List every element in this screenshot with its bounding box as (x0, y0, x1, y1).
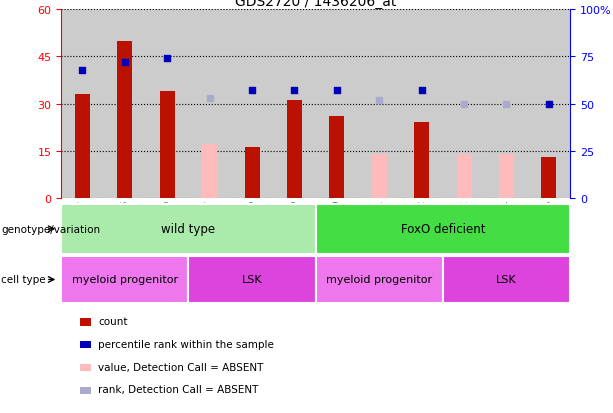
Bar (358, 10, 400, 198)
Bar (443, 256, 570, 304)
Bar (372, 154, 387, 198)
Bar (160, 92, 175, 198)
Bar (499, 154, 514, 198)
Bar (457, 154, 471, 198)
Text: myeloid progenitor: myeloid progenitor (72, 275, 178, 285)
Point (205, 95, 215, 102)
Bar (316, 204, 570, 254)
Text: percentile rank within the sample: percentile rank within the sample (98, 339, 274, 349)
Bar (61, 256, 189, 304)
Bar (400, 10, 443, 198)
Title: GDS2720 / 1436206_at: GDS2720 / 1436206_at (235, 0, 397, 9)
Bar (189, 256, 316, 304)
Text: count: count (98, 316, 128, 326)
Bar (245, 148, 259, 198)
Bar (202, 145, 217, 198)
Bar (316, 10, 358, 198)
Bar (528, 10, 570, 198)
Bar (273, 10, 316, 198)
Text: LSK: LSK (496, 275, 517, 285)
Point (501, 101, 511, 108)
Text: myeloid progenitor: myeloid progenitor (326, 275, 432, 285)
Point (289, 88, 299, 95)
Bar (61, 10, 104, 198)
Text: value, Detection Call = ABSENT: value, Detection Call = ABSENT (98, 362, 264, 372)
Text: LSK: LSK (242, 275, 262, 285)
Text: wild type: wild type (161, 223, 216, 236)
Bar (443, 10, 485, 198)
Bar (316, 256, 443, 304)
Point (459, 101, 469, 108)
Bar (541, 157, 557, 198)
Point (162, 56, 172, 62)
Point (375, 97, 384, 104)
Text: FoxO deficient: FoxO deficient (401, 223, 485, 236)
Point (78, 67, 88, 74)
Bar (104, 10, 146, 198)
Bar (61, 204, 316, 254)
Bar (189, 10, 231, 198)
Point (247, 88, 257, 95)
Bar (329, 117, 345, 198)
Point (332, 88, 342, 95)
Bar (414, 123, 429, 198)
Text: genotype/variation: genotype/variation (1, 224, 101, 234)
Bar (75, 95, 90, 198)
Point (417, 88, 427, 95)
Point (120, 59, 130, 66)
Bar (287, 101, 302, 198)
Text: cell type: cell type (1, 275, 46, 285)
Point (544, 101, 554, 108)
Bar (118, 42, 132, 198)
Text: rank, Detection Call = ABSENT: rank, Detection Call = ABSENT (98, 385, 259, 394)
Bar (146, 10, 189, 198)
Bar (231, 10, 273, 198)
Bar (485, 10, 528, 198)
